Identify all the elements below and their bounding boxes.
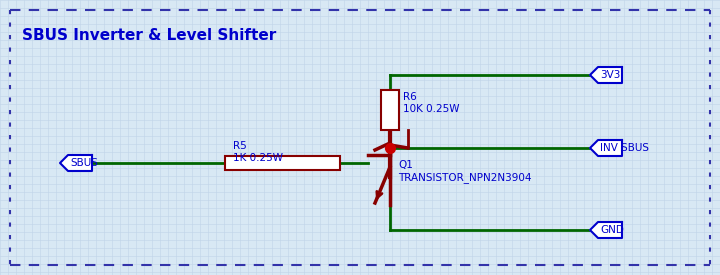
Text: SBUS: SBUS (70, 158, 98, 168)
Bar (225, 156, 340, 170)
Text: SBUS Inverter & Level Shifter: SBUS Inverter & Level Shifter (22, 28, 276, 43)
Text: R6: R6 (403, 92, 417, 102)
Polygon shape (60, 155, 92, 171)
Text: INV SBUS: INV SBUS (600, 143, 649, 153)
Polygon shape (590, 140, 622, 156)
Text: TRANSISTOR_NPN2N3904: TRANSISTOR_NPN2N3904 (398, 172, 531, 183)
Text: GND: GND (600, 225, 624, 235)
Text: 1K 0.25W: 1K 0.25W (233, 153, 283, 163)
Text: Q1: Q1 (398, 160, 413, 170)
Polygon shape (590, 67, 622, 83)
Bar (381, 90, 399, 130)
Text: R5: R5 (233, 141, 247, 151)
Text: 3V3: 3V3 (600, 70, 621, 80)
Polygon shape (590, 222, 622, 238)
Text: 10K 0.25W: 10K 0.25W (403, 104, 459, 114)
